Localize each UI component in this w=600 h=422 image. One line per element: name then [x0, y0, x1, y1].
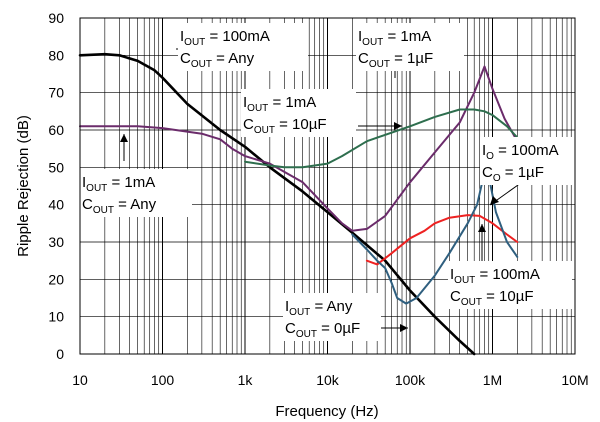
annotation-arrowhead-5 [120, 134, 128, 142]
annotation-arrowhead-3 [394, 122, 402, 130]
annotation-arrowhead-7 [400, 324, 408, 332]
x-tick-label: 10k [316, 372, 340, 388]
annotation-line: IOUT = Any [285, 298, 353, 318]
annotation-line: IOUT = 1mA [82, 174, 155, 194]
y-tick-label: 90 [48, 10, 64, 26]
y-tick-label: 60 [48, 122, 64, 138]
tick-labels: 10 100 1k 10k 100k 1M 10M 0 10 20 30 40 50 60 70 80 90 [48, 10, 588, 388]
annotation-line: COUT = Any [180, 50, 255, 70]
y-tick-label: 30 [48, 234, 64, 250]
series-line-3 [244, 108, 519, 169]
annotation-line: IOUT = 1mA [243, 94, 316, 114]
series-lines [78, 52, 519, 356]
x-tick-label: 10M [561, 372, 588, 388]
annotation-bg [80, 169, 192, 217]
y-axis-label: Ripple Rejection (dB) [15, 115, 32, 257]
x-tick-label: 100k [395, 372, 426, 388]
x-tick-label: 1k [238, 372, 254, 388]
x-tick-label: 10 [72, 372, 88, 388]
annotation-bg [480, 137, 576, 185]
annotation-line: COUT = Any [82, 196, 157, 216]
plot-frame [79, 17, 576, 355]
annotation-bg [283, 293, 381, 341]
annotation-line: COUT = 10µF [450, 288, 534, 308]
y-tick-label: 70 [48, 85, 64, 101]
annotation-bg [178, 23, 308, 71]
y-tick-label: 40 [48, 197, 64, 213]
annotation-bg [448, 261, 572, 309]
x-tick-label: 1M [483, 372, 502, 388]
y-tick-label: 20 [48, 271, 64, 287]
annotation-bg [356, 23, 464, 71]
annotation-line: IOUT = 100mA [180, 28, 270, 48]
x-axis-label: Frequency (Hz) [275, 403, 378, 420]
annotation-line: IO = 100mA [482, 142, 559, 162]
annotation-arrowhead-6 [478, 224, 486, 232]
y-tick-label: 80 [48, 47, 64, 63]
series-line-1 [78, 52, 476, 356]
y-tick-label: 10 [48, 309, 64, 325]
series-line-4 [365, 214, 519, 266]
annotation-line: COUT = 0µF [285, 320, 360, 340]
annotation-line: COUT = 10µF [243, 116, 327, 136]
annotation-line: CO = 1µF [482, 164, 544, 184]
x-tick-label: 100 [151, 372, 175, 388]
series-line-2 [79, 65, 519, 232]
annotation-line: IOUT = 1mA [358, 28, 431, 48]
series-line-5 [351, 166, 519, 305]
y-tick-label: 50 [48, 159, 64, 175]
annotation-arrowhead-4 [490, 196, 499, 205]
annotation-line: COUT = 1µF [358, 50, 433, 70]
y-tick-label: 0 [56, 346, 64, 362]
annotation-line: IOUT = 100mA [450, 266, 540, 286]
annotation-bg [241, 89, 356, 137]
